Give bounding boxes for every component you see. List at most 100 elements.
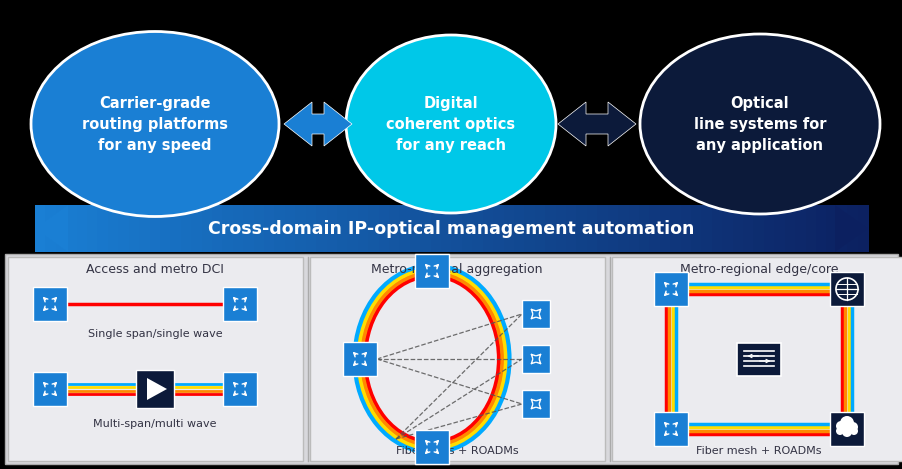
Polygon shape <box>35 205 68 252</box>
Bar <box>201 205 213 252</box>
Bar <box>607 205 619 252</box>
Text: Single span/single wave: Single span/single wave <box>87 329 222 339</box>
Bar <box>389 205 400 252</box>
FancyBboxPatch shape <box>8 257 303 461</box>
Bar <box>690 205 702 252</box>
Bar <box>680 205 691 252</box>
Bar <box>253 205 265 252</box>
Bar <box>150 205 161 252</box>
FancyBboxPatch shape <box>612 257 902 461</box>
Bar <box>306 205 317 252</box>
FancyBboxPatch shape <box>136 370 174 408</box>
Bar <box>263 205 275 252</box>
Bar <box>555 205 566 252</box>
Bar <box>77 205 88 252</box>
Text: Cross-domain IP-optical management automation: Cross-domain IP-optical management autom… <box>207 219 694 237</box>
FancyBboxPatch shape <box>223 287 257 321</box>
Text: Fiber rings + ROADMs: Fiber rings + ROADMs <box>395 446 518 456</box>
Bar <box>649 205 660 252</box>
Circle shape <box>835 427 843 435</box>
Circle shape <box>835 421 845 431</box>
FancyBboxPatch shape <box>343 342 376 376</box>
Text: Multi-span/multi wave: Multi-span/multi wave <box>93 419 216 429</box>
Bar <box>752 205 764 252</box>
Bar <box>628 205 640 252</box>
Polygon shape <box>557 102 635 146</box>
Bar <box>233 205 244 252</box>
Bar <box>357 205 369 252</box>
FancyBboxPatch shape <box>223 372 257 406</box>
Bar <box>815 205 826 252</box>
Bar <box>586 205 598 252</box>
Bar <box>763 205 775 252</box>
Circle shape <box>841 427 851 437</box>
Bar <box>742 205 754 252</box>
FancyBboxPatch shape <box>521 390 549 418</box>
Text: Fiber mesh + ROADMs: Fiber mesh + ROADMs <box>695 446 821 456</box>
Bar <box>419 205 431 252</box>
Bar <box>566 205 576 252</box>
Circle shape <box>847 422 857 432</box>
Bar <box>191 205 202 252</box>
FancyBboxPatch shape <box>309 257 604 461</box>
Bar <box>440 205 452 252</box>
FancyBboxPatch shape <box>415 430 448 464</box>
FancyBboxPatch shape <box>415 254 448 288</box>
Polygon shape <box>284 102 352 146</box>
FancyBboxPatch shape <box>521 345 549 373</box>
FancyBboxPatch shape <box>653 412 687 446</box>
Text: Digital
coherent optics
for any reach: Digital coherent optics for any reach <box>386 96 515 152</box>
Bar <box>503 205 514 252</box>
Bar <box>295 205 307 252</box>
Bar <box>732 205 743 252</box>
Bar <box>617 205 629 252</box>
Bar <box>327 205 337 252</box>
FancyBboxPatch shape <box>33 372 67 406</box>
Bar <box>243 205 254 252</box>
Circle shape <box>849 427 857 435</box>
Bar <box>513 205 525 252</box>
Ellipse shape <box>31 31 279 217</box>
Bar <box>222 205 234 252</box>
Bar <box>462 205 473 252</box>
Ellipse shape <box>345 35 556 213</box>
Bar <box>5 254 897 464</box>
Circle shape <box>839 416 853 430</box>
Bar <box>857 205 868 252</box>
Bar <box>170 205 181 252</box>
Bar <box>701 205 712 252</box>
Bar <box>285 205 296 252</box>
Bar <box>659 205 670 252</box>
Polygon shape <box>834 205 867 252</box>
Bar <box>274 205 286 252</box>
Text: Metro-regional aggregation: Metro-regional aggregation <box>371 263 542 275</box>
Bar <box>316 205 327 252</box>
FancyBboxPatch shape <box>521 300 549 328</box>
Bar <box>368 205 379 252</box>
Bar <box>378 205 390 252</box>
Bar <box>492 205 504 252</box>
Bar <box>472 205 483 252</box>
Bar <box>639 205 649 252</box>
Bar <box>825 205 837 252</box>
Polygon shape <box>147 378 167 400</box>
Bar <box>129 205 140 252</box>
Bar <box>118 205 130 252</box>
Bar <box>722 205 732 252</box>
Bar <box>107 205 119 252</box>
Text: Carrier-grade
routing platforms
for any speed: Carrier-grade routing platforms for any … <box>82 96 227 152</box>
Bar <box>160 205 171 252</box>
Bar <box>575 205 587 252</box>
Bar <box>534 205 546 252</box>
FancyBboxPatch shape <box>829 272 863 306</box>
FancyBboxPatch shape <box>653 272 687 306</box>
Bar <box>97 205 109 252</box>
Bar <box>596 205 608 252</box>
Bar <box>805 205 816 252</box>
Bar <box>795 205 805 252</box>
Bar <box>87 205 98 252</box>
FancyBboxPatch shape <box>33 287 67 321</box>
Bar <box>139 205 151 252</box>
Bar <box>669 205 681 252</box>
Bar <box>524 205 535 252</box>
